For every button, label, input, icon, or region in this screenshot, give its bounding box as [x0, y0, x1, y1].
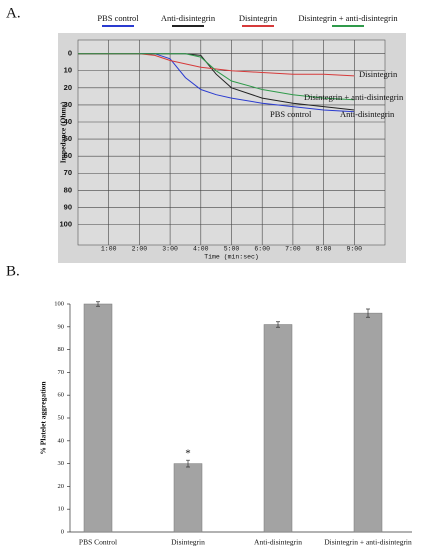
y-tick-label: 40: [64, 117, 72, 126]
y-tick-label: 50: [58, 414, 65, 421]
y-tick-label: 100: [59, 219, 72, 228]
legend-label: PBS control: [97, 13, 139, 23]
y-tick-label: 70: [58, 369, 65, 376]
y-tick-label: 0: [61, 528, 64, 535]
y-tick-label: 70: [64, 168, 72, 177]
bar: [263, 324, 293, 533]
y-tick-label: 60: [58, 392, 65, 399]
x-axis-label: Time (min:sec): [204, 254, 259, 261]
y-tick-label: 10: [64, 66, 72, 75]
x-tick-label: Disintegrin + anti-disintegrin: [324, 538, 412, 547]
legend-label: Anti-disintegrin: [161, 13, 216, 23]
y-tick-label: 90: [64, 202, 72, 211]
error-bar: [276, 321, 280, 328]
error-bar: [186, 459, 190, 468]
curve-annotation: Disintegrin + anti-disintegrin: [304, 92, 404, 102]
y-tick-label: 0: [68, 49, 72, 58]
error-bar: [96, 301, 100, 307]
x-tick-label: 4:00: [193, 246, 209, 253]
bar: [353, 312, 383, 533]
curve-annotation: Anti-disintegrin: [340, 109, 395, 119]
y-tick-label: 20: [58, 483, 65, 490]
y-tick-label: 80: [58, 346, 65, 353]
x-tick-label: 2:00: [132, 246, 148, 253]
y-tick-label: 80: [64, 185, 72, 194]
x-tick-label: 1:00: [101, 246, 117, 253]
panel-label: A.: [6, 5, 21, 21]
x-tick-label: 5:00: [224, 246, 240, 253]
x-tick-label: 6:00: [254, 246, 270, 253]
curve-annotation: Disintegrin: [359, 69, 398, 79]
legend-label: Disintegrin + anti-disintegrin: [298, 13, 398, 23]
y-tick-label: 20: [64, 83, 72, 92]
y-tick-label: 40: [58, 437, 65, 444]
x-tick-label: 9:00: [346, 246, 362, 253]
x-tick-label: Anti-disintegrin: [254, 538, 302, 547]
y-tick-label: 10: [58, 506, 65, 513]
curve-annotation: PBS control: [270, 109, 312, 119]
y-axis-label: % Platelet aggregation: [39, 381, 48, 455]
x-tick-label: 3:00: [162, 246, 178, 253]
bar: [173, 463, 203, 533]
x-tick-label: Disintegrin: [171, 538, 205, 547]
y-tick-label: 100: [54, 300, 64, 307]
panel-label: B.: [6, 263, 20, 279]
error-bar: [366, 308, 370, 318]
y-tick-label: 50: [64, 134, 72, 143]
x-tick-label: 8:00: [316, 246, 332, 253]
y-tick-label: 30: [64, 100, 72, 109]
y-axis-label: Impedance (Ohms): [59, 101, 68, 163]
x-tick-label: PBS Control: [79, 538, 117, 547]
bar: [83, 303, 113, 533]
significance-marker: *: [185, 448, 191, 460]
y-tick-label: 30: [58, 460, 65, 467]
x-tick-label: 7:00: [285, 246, 301, 253]
series-line: [78, 53, 355, 101]
y-tick-label: 90: [58, 323, 65, 330]
legend-label: Disintegrin: [239, 13, 278, 23]
y-tick-label: 60: [64, 151, 72, 160]
